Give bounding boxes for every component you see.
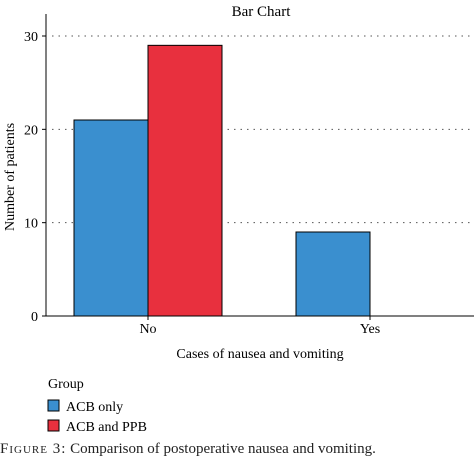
legend-item-label: ACB and PPB <box>66 420 147 435</box>
legend: Group ACB only ACB and PPB <box>47 377 147 435</box>
x-axis-label: Cases of nausea and vomiting <box>176 347 343 362</box>
y-tick-label: 10 <box>24 217 38 232</box>
chart-title: Bar Chart <box>232 4 292 20</box>
legend-item-label: ACB only <box>66 400 123 415</box>
y-tick-label: 0 <box>31 310 38 325</box>
figure-caption-text: Comparison of postoperative nausea and v… <box>70 441 376 457</box>
bar-acb-only-no <box>73 119 149 317</box>
legend-swatch <box>47 399 60 412</box>
y-axis-label: Number of patients <box>3 123 18 231</box>
bars <box>73 44 371 317</box>
figure-caption: Figure 3: Comparison of postoperative na… <box>0 441 474 457</box>
x-tick-label: Yes <box>360 322 380 337</box>
figure-label: Figure 3: <box>0 441 67 457</box>
bar-acb-and-ppb-no <box>147 44 223 317</box>
gridlines <box>52 35 474 224</box>
legend-title: Group <box>48 377 84 392</box>
legend-swatch <box>47 419 60 432</box>
y-tick-label: 30 <box>24 30 38 45</box>
x-tick-label: No <box>139 322 156 337</box>
y-axis-ticks: 0 10 20 30 <box>24 30 46 325</box>
y-tick-label: 20 <box>24 123 38 138</box>
bar-acb-only-yes <box>295 231 371 317</box>
x-axis-ticks: No Yes <box>139 316 380 337</box>
